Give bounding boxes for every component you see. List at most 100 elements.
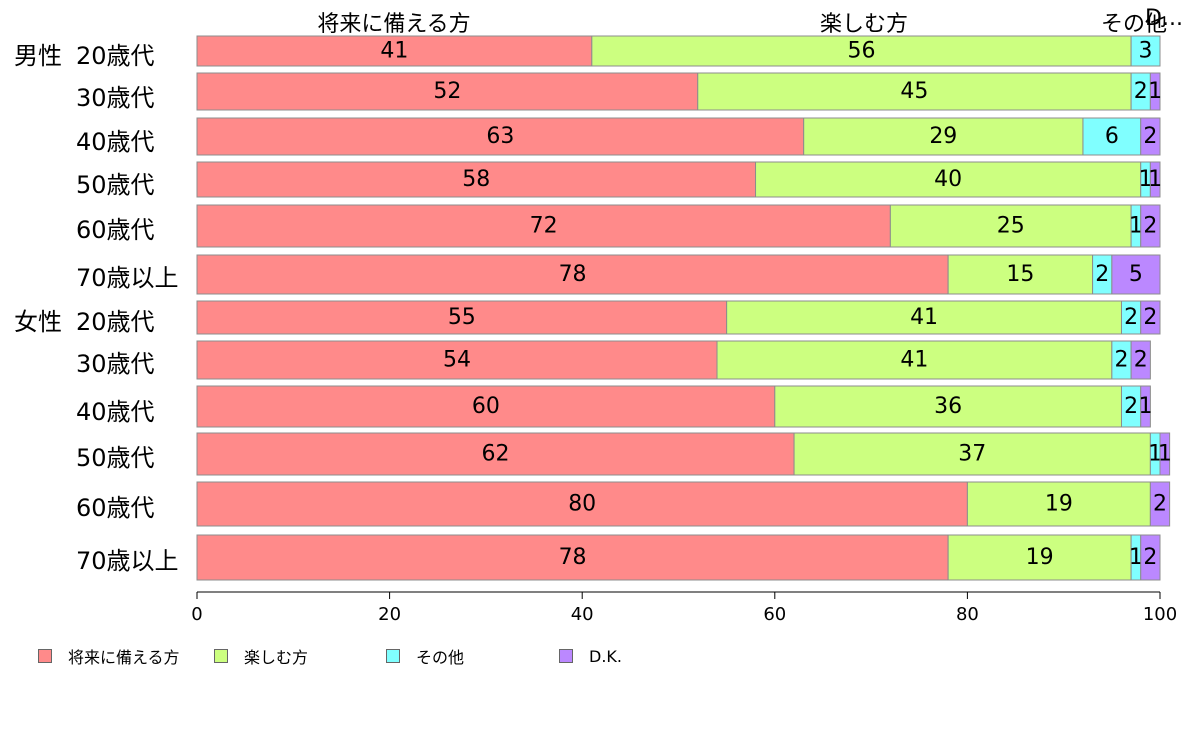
- bar-segment: [196, 204, 891, 248]
- data-label: 1: [1148, 442, 1162, 467]
- bar-segment: [1130, 35, 1161, 67]
- data-label: 2: [1124, 305, 1138, 330]
- data-label: 6: [1105, 124, 1119, 149]
- bar-segment: [1140, 300, 1161, 335]
- data-label: 54: [443, 348, 471, 373]
- x-tick-label: 60: [763, 604, 787, 625]
- legend-label: 将来に備える方: [68, 648, 180, 667]
- row-label: 20歳代: [76, 308, 155, 336]
- bar-segment: [196, 385, 776, 428]
- data-label: 2: [1153, 492, 1167, 517]
- data-label: 36: [934, 394, 962, 419]
- bar-segment: [1140, 534, 1161, 581]
- bar-segment: [1140, 204, 1161, 248]
- bar-segment: [755, 161, 1142, 198]
- row-label: 60歳代: [76, 216, 155, 244]
- row-label: 70歳以上: [76, 547, 179, 575]
- segment-header-prepare: 将来に備える方: [317, 12, 471, 37]
- data-label: 19: [1026, 545, 1054, 570]
- data-label: 45: [900, 79, 928, 104]
- bar-segment: [1149, 481, 1171, 527]
- data-label: 2: [1124, 394, 1138, 419]
- segment-header-enjoy: 楽しむ方: [819, 12, 909, 37]
- legend-label: D.K.: [589, 646, 622, 666]
- data-label: 2: [1114, 348, 1128, 373]
- row-label: 70歳以上: [76, 264, 179, 292]
- x-tick-label: 20: [378, 604, 402, 625]
- bar-segment: [196, 35, 593, 67]
- data-label: 41: [900, 348, 928, 373]
- data-label: 80: [568, 492, 596, 517]
- data-label: 78: [559, 545, 587, 570]
- legend-swatch-other: [386, 649, 400, 663]
- bar-segment: [774, 385, 1122, 428]
- data-label: 2: [1143, 214, 1157, 239]
- data-label: 56: [847, 39, 875, 64]
- bar-segment: [196, 432, 795, 476]
- row-label: 30歳代: [76, 350, 155, 378]
- bar-segment: [803, 117, 1084, 156]
- data-label: 55: [448, 305, 476, 330]
- row-label: 60歳代: [76, 494, 155, 522]
- row-label: 20歳代: [76, 42, 155, 70]
- x-tick-label: 40: [570, 604, 594, 625]
- data-label: 60: [472, 394, 500, 419]
- data-label: 1: [1129, 545, 1143, 570]
- data-label: 2: [1095, 262, 1109, 287]
- data-label: 1: [1148, 167, 1162, 192]
- row-label: 50歳代: [76, 444, 155, 472]
- data-label: 2: [1143, 305, 1157, 330]
- row-label: 30歳代: [76, 84, 155, 112]
- data-label: 2: [1143, 124, 1157, 149]
- data-label: 2: [1143, 545, 1157, 570]
- data-label: 41: [380, 39, 408, 64]
- data-label: 15: [1006, 262, 1034, 287]
- data-label: 72: [530, 214, 558, 239]
- bar-segment: [697, 72, 1132, 111]
- legend-swatch-dk: [559, 649, 573, 663]
- legend-item-enjoy: 楽しむ方: [214, 646, 309, 667]
- bar-segment: [889, 204, 1132, 248]
- legend-label: その他: [416, 648, 465, 667]
- bar-segment: [947, 534, 1132, 581]
- bar-segment: [591, 35, 1132, 67]
- bar-segment: [947, 254, 1094, 295]
- bar-segment: [196, 72, 699, 111]
- group-label-male: 男性: [14, 42, 62, 70]
- data-label: 58: [462, 167, 490, 192]
- bar-segment: [1082, 117, 1142, 156]
- bar-segment: [1130, 340, 1151, 380]
- bar-segment: [1111, 254, 1161, 295]
- legend-item-dk: D.K.: [559, 646, 622, 666]
- data-label: 41: [910, 305, 938, 330]
- segment-header-dk: D...: [1145, 6, 1183, 31]
- segment-header-other: その他: [1100, 12, 1168, 37]
- data-label: 29: [929, 124, 957, 149]
- data-label: 37: [958, 442, 986, 467]
- data-label: 63: [486, 124, 514, 149]
- legend-label: 楽しむ方: [244, 648, 309, 667]
- legend-swatch-prepare: [38, 649, 52, 663]
- data-label: 1: [1139, 394, 1153, 419]
- data-label: 1: [1148, 79, 1162, 104]
- x-tick-label: 80: [955, 604, 979, 625]
- bar-segment: [1149, 161, 1161, 198]
- bar-segment: [1140, 385, 1151, 428]
- data-label: 52: [433, 79, 461, 104]
- data-label: 3: [1139, 39, 1153, 64]
- bar-segment: [1149, 72, 1161, 111]
- data-label: 1: [1129, 214, 1143, 239]
- group-label-female: 女性: [14, 308, 62, 336]
- data-label: 62: [482, 442, 510, 467]
- bar-segment: [196, 117, 805, 156]
- data-label: 40: [934, 167, 962, 192]
- data-label: 2: [1134, 79, 1148, 104]
- row-label: 40歳代: [76, 128, 155, 156]
- bar-segment: [966, 481, 1151, 527]
- legend-item-other: その他: [386, 646, 465, 667]
- data-label: 2: [1134, 348, 1148, 373]
- data-label: 78: [559, 262, 587, 287]
- bar-segment: [1159, 432, 1171, 476]
- bar-segment: [196, 300, 728, 335]
